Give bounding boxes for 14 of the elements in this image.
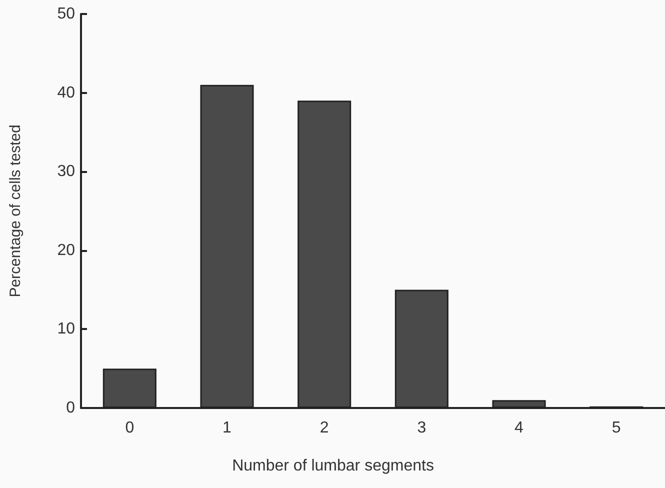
y-tick-label: 30 — [57, 163, 76, 180]
y-tick-label: 0 — [66, 400, 76, 416]
y-tick-label: 20 — [57, 242, 76, 259]
x-tick-label: 2 — [320, 420, 329, 436]
x-tick-label: 1 — [222, 420, 232, 436]
x-tick-label: 5 — [612, 420, 621, 436]
x-tick-label: 3 — [417, 420, 426, 436]
y-axis-title: Percentage of cells tested — [7, 124, 24, 298]
y-tick-label: 10 — [57, 320, 76, 338]
x-tick-label: 0 — [125, 420, 134, 436]
x-tick-label: 4 — [514, 420, 524, 436]
y-tick-label: 50 — [57, 6, 76, 22]
y-tick-label: 40 — [57, 84, 76, 102]
x-axis-title: Number of lumbar segments — [232, 458, 434, 474]
